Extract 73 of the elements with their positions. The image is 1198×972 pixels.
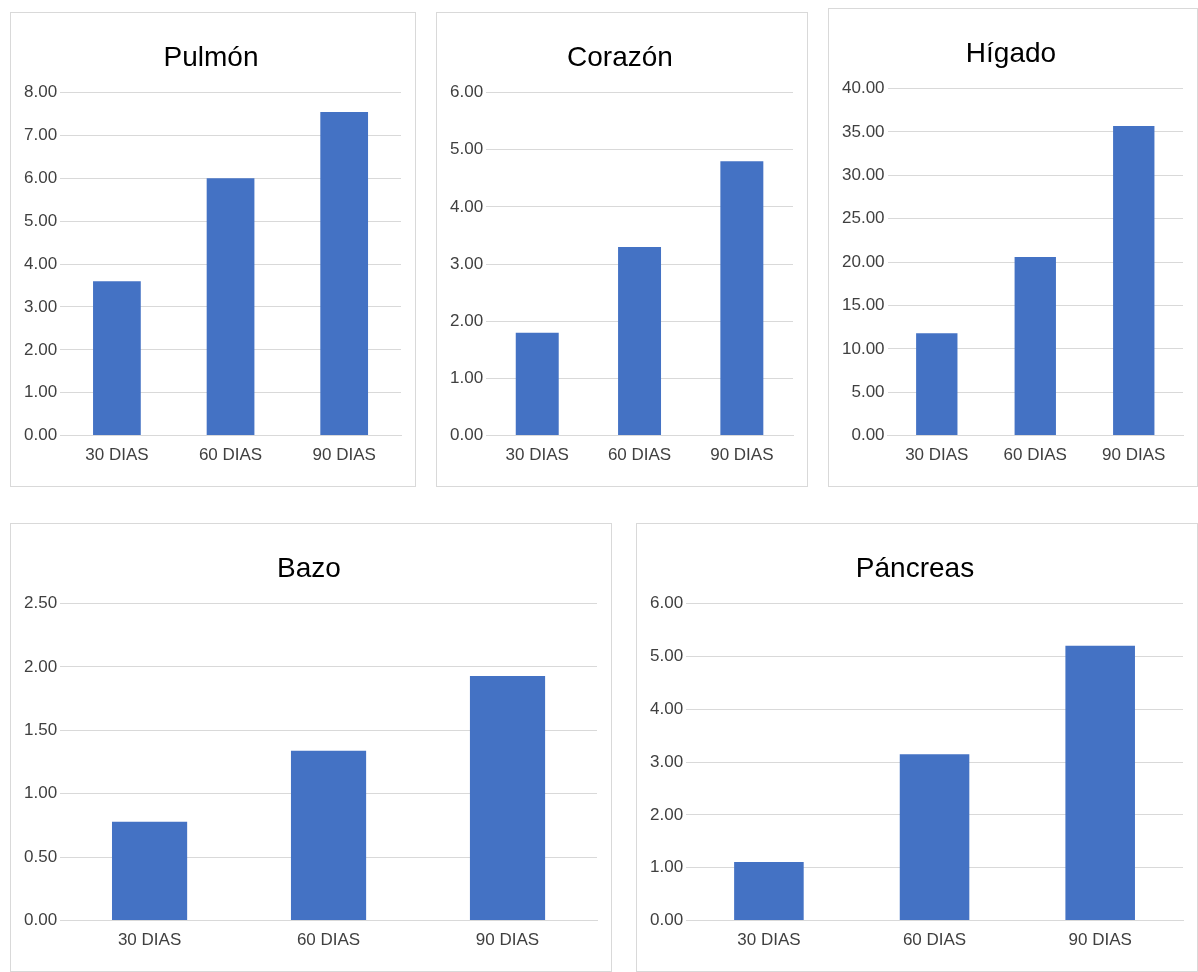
y-tick-label: 6.00 [649, 593, 684, 613]
y-tick-label: 25.00 [841, 208, 885, 228]
y-tick-label: 1.00 [449, 368, 484, 388]
y-tick-label: 0.50 [23, 846, 58, 866]
y-tick-label: 1.50 [23, 720, 58, 740]
x-tick-label: 60 DIAS [1003, 445, 1067, 465]
x-tick-label: 90 DIAS [312, 445, 376, 465]
x-tick-label: 90 DIAS [710, 445, 774, 465]
bar [618, 246, 662, 436]
x-tick-label: 30 DIAS [737, 930, 801, 950]
x-tick-label: 30 DIAS [85, 445, 149, 465]
y-tick-label: 0.00 [23, 425, 58, 445]
chart-title: Hígado [965, 36, 1057, 68]
y-tick-label: 5.00 [851, 381, 885, 401]
y-tick-label: 3.00 [23, 296, 58, 316]
x-tick-label: 30 DIAS [505, 445, 569, 465]
x-tick-label: 90 DIAS [1068, 930, 1132, 950]
bar [916, 333, 958, 436]
y-tick-label: 20.00 [841, 251, 885, 271]
y-tick-label: 2.00 [449, 310, 484, 330]
bar [1065, 645, 1135, 921]
x-tick-label: 90 DIAS [475, 930, 540, 950]
chart-title: Corazón [567, 40, 673, 72]
bar [469, 675, 546, 921]
y-tick-label: 15.00 [841, 295, 885, 315]
y-tick-label: 1.00 [23, 382, 58, 402]
x-tick-label: 90 DIAS [1102, 445, 1166, 465]
y-tick-label: 5.00 [449, 139, 484, 159]
x-tick-label: 30 DIAS [905, 445, 969, 465]
x-tick-label: 60 DIAS [296, 930, 361, 950]
y-tick-label: 6.00 [449, 82, 484, 102]
x-tick-label: 30 DIAS [117, 930, 182, 950]
bar [734, 861, 804, 921]
y-tick-label: 0.00 [851, 425, 885, 445]
bar [93, 281, 141, 436]
y-tick-label: 1.00 [649, 857, 684, 877]
y-tick-label: 4.00 [449, 196, 484, 216]
y-tick-label: 0.00 [449, 425, 484, 445]
y-tick-label: 6.00 [23, 168, 58, 188]
bar [320, 111, 369, 436]
bar [206, 178, 255, 436]
bar [1014, 256, 1056, 436]
y-tick-label: 3.00 [449, 253, 484, 273]
y-tick-label: 2.00 [23, 656, 58, 676]
y-tick-label: 2.50 [23, 593, 58, 613]
x-tick-label: 60 DIAS [198, 445, 263, 465]
y-tick-label: 10.00 [841, 338, 885, 358]
x-tick-label: 60 DIAS [902, 930, 967, 950]
y-tick-label: 30.00 [841, 165, 885, 185]
bar [515, 332, 559, 436]
y-tick-label: 1.00 [23, 783, 58, 803]
y-tick-label: 2.00 [23, 339, 58, 359]
chart-title: Pulmón [163, 40, 259, 72]
bar [111, 821, 188, 921]
y-tick-label: 4.00 [23, 253, 58, 273]
bar [899, 754, 970, 921]
y-tick-label: 5.00 [23, 210, 58, 230]
y-tick-label: 4.00 [649, 698, 684, 718]
y-tick-label: 8.00 [23, 82, 58, 102]
y-tick-label: 40.00 [841, 78, 885, 98]
chart-title: Páncreas [855, 551, 975, 583]
y-tick-label: 35.00 [841, 121, 885, 141]
y-tick-label: 5.00 [649, 646, 684, 666]
y-tick-label: 3.00 [649, 751, 684, 771]
y-tick-label: 7.00 [23, 125, 58, 145]
bar [1113, 125, 1155, 436]
y-tick-label: 2.00 [649, 804, 684, 824]
y-tick-label: 0.00 [23, 910, 58, 930]
x-tick-label: 60 DIAS [607, 445, 672, 465]
bar [720, 161, 764, 436]
y-tick-label: 0.00 [649, 910, 684, 930]
chart-title: Bazo [277, 551, 341, 583]
bar [290, 750, 367, 921]
